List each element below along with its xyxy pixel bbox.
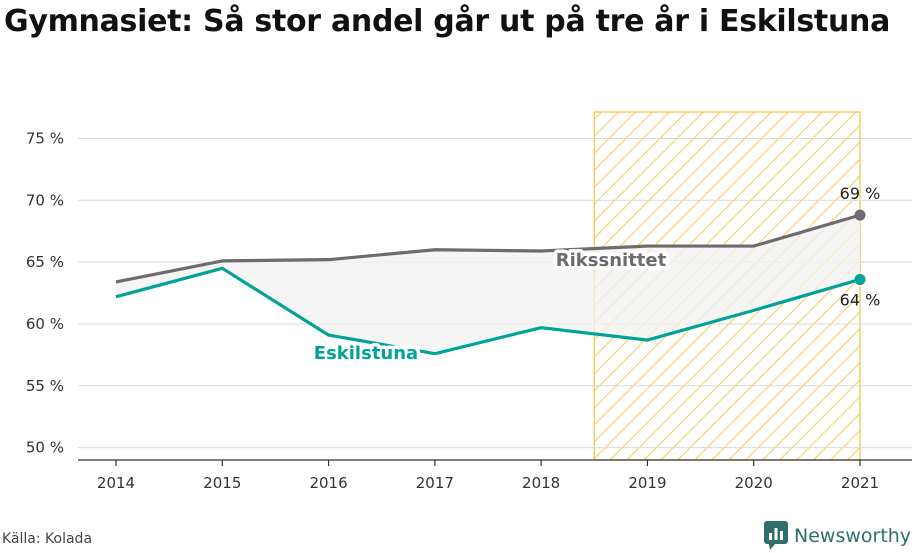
y-tick-label: 65 % <box>26 253 64 271</box>
y-tick-label: 70 % <box>26 191 64 209</box>
x-tick-label: 2020 <box>735 474 773 492</box>
series-line-rikssnittet <box>115 213 861 284</box>
y-tick-label: 55 % <box>26 377 64 395</box>
y-tick-label: 60 % <box>26 315 64 333</box>
gap-area <box>116 215 860 354</box>
chart-title: Gymnasiet: Så stor andel går ut på tre å… <box>4 4 891 39</box>
newsworthy-logo-icon <box>764 521 788 550</box>
x-tick-label: 2014 <box>97 474 135 492</box>
end-point-eskilstuna <box>854 273 866 285</box>
value-label-rikssnittet: 69 % <box>840 184 881 203</box>
source-note: Källa: Kolada <box>2 531 93 547</box>
x-tick-label: 2015 <box>203 474 241 492</box>
value-label-eskilstuna: 64 % <box>840 290 881 309</box>
x-tick-label: 2016 <box>309 474 347 492</box>
series-label-eskilstuna: Eskilstuna <box>314 343 418 364</box>
end-point-rikssnittet <box>854 209 866 221</box>
series-label-rikssnittet: Rikssnittet <box>556 250 667 271</box>
x-tick-label: 2019 <box>628 474 666 492</box>
x-tick-label: 2021 <box>841 474 879 492</box>
series-line-eskilstuna <box>115 266 861 356</box>
x-tick-label: 2017 <box>416 474 454 492</box>
brand-name: Newsworthy <box>794 525 912 547</box>
brand-logo[interactable]: Newsworthy <box>764 519 911 553</box>
y-tick-label: 50 % <box>26 439 64 457</box>
x-tick-label: 2018 <box>522 474 560 492</box>
y-tick-label: 75 % <box>26 129 64 147</box>
